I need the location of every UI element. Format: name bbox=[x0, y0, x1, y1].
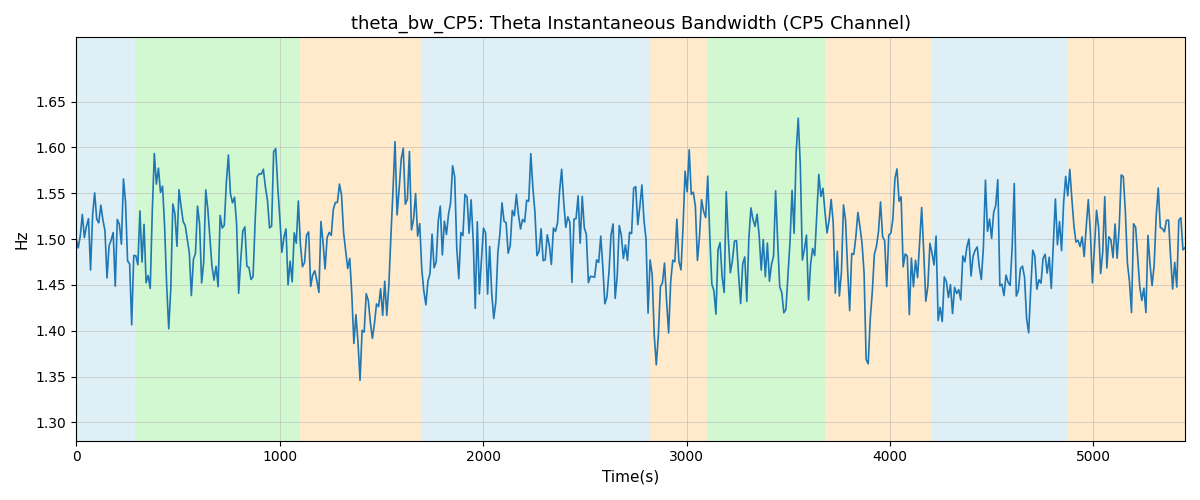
Bar bbox=[1067, 38, 1186, 440]
Bar bbox=[931, 38, 1067, 440]
Title: theta_bw_CP5: Theta Instantaneous Bandwidth (CP5 Channel): theta_bw_CP5: Theta Instantaneous Bandwi… bbox=[350, 15, 911, 34]
Bar bbox=[650, 38, 707, 440]
Bar bbox=[422, 38, 650, 440]
Y-axis label: Hz: Hz bbox=[14, 230, 30, 249]
Bar bbox=[136, 38, 300, 440]
Bar bbox=[300, 38, 422, 440]
X-axis label: Time(s): Time(s) bbox=[602, 470, 659, 485]
Bar bbox=[707, 38, 824, 440]
Bar bbox=[824, 38, 931, 440]
Bar bbox=[76, 38, 136, 440]
